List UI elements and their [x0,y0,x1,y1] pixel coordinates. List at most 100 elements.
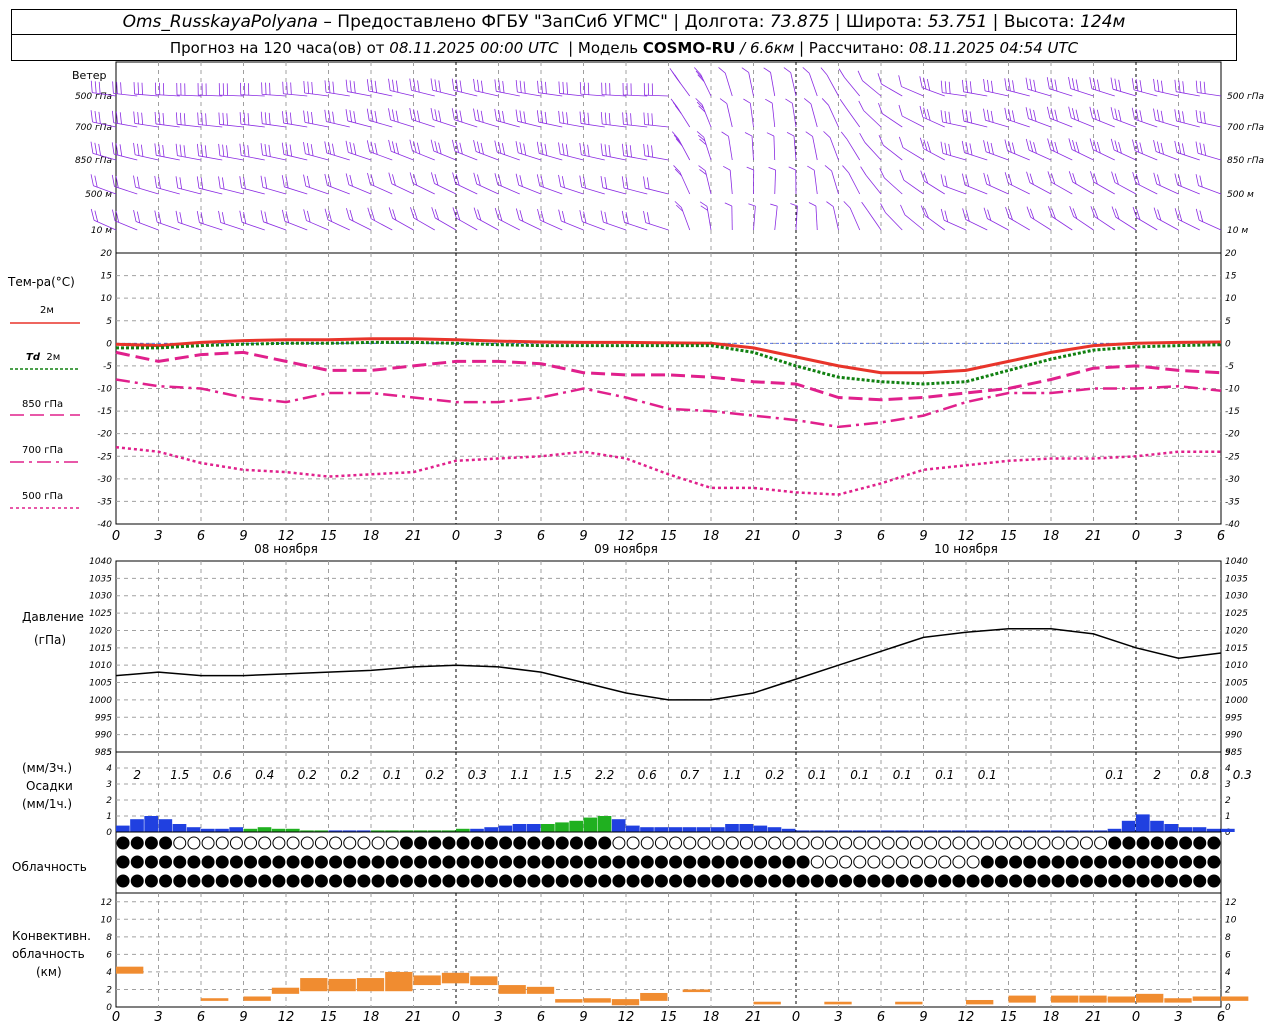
wind-barb [865,174,882,195]
wind-barb [284,186,308,195]
cloud-cover-mark [201,855,215,869]
cloud-cover-mark [272,836,286,850]
wind-barb-flag [558,174,562,187]
wind-barb-flag [674,201,682,208]
conv-cloud-bar [116,966,144,974]
cloud-cover-mark [215,855,229,869]
wind-barb-flag [455,79,459,92]
wind-barb [434,183,457,195]
cloud-cover-mark [839,836,853,850]
wind-barb-flag [324,109,327,122]
cloud-cover-mark [385,855,399,869]
wind-barb-flag [353,143,357,155]
wind-barb-flag [1174,140,1178,153]
precip-bar [654,827,668,832]
wind-barb-flag [1008,109,1012,121]
wind-barb [475,151,499,161]
wind-barb-flag [744,132,753,137]
x-tick-label: 6 [877,529,885,544]
cloud-cover-mark [1009,855,1023,869]
temp-panel-ytick-left: -25 [97,452,112,462]
temp-panel-ytick-right: 10 [1225,294,1237,304]
wind-barb-flag [328,175,332,187]
wind-barb-flag [1110,77,1114,90]
wind-barb-flag [898,104,903,117]
cloud-cover-mark [994,855,1008,869]
wind-barb-flag [353,81,356,94]
wind-barb-flag [494,173,499,185]
wind-barb-flag [366,108,370,121]
cloud-cover-mark [414,874,428,888]
wind-barb-flag [1011,142,1016,154]
wind-barb-flag [264,112,267,125]
bottom-x-tick-label: 3 [834,1010,842,1024]
wind-barb-flag [247,113,250,126]
wind-barb-flag [179,112,182,125]
temp-panel-ytick-right: -20 [1225,430,1240,440]
pressure-panel-ytick-right: 1015 [1225,644,1248,654]
wind-barb-flag [1136,208,1141,220]
pressure-panel-ytick-left: 985 [95,748,112,758]
wind-barb-flag [880,203,886,213]
precip-total-label: 0.4 [255,768,274,782]
wind-barb [793,136,797,161]
wind-barb-flag [1029,173,1034,185]
wind-barb-flag [579,210,583,222]
wind-barb-flag [1153,108,1156,121]
wind-barb-flag [349,209,354,222]
wind-barb [774,170,776,195]
wind-barb-flag [392,174,396,186]
wind-barb-flag [696,101,704,109]
cloud-cover-mark [1164,855,1178,869]
cloud-cover-mark [569,836,583,850]
wind-barb-flag [1199,142,1203,155]
wind-barb-flag [473,140,477,152]
cloud-cover-mark [144,874,158,888]
wind-barb-flag [565,144,569,157]
wind-barb-flag [307,81,310,94]
wind-barb-flag [1199,175,1203,188]
wind-barb-flag [1047,171,1052,183]
wind-barb-flag [944,110,947,123]
pressure-panel-ytick-left: 990 [95,731,112,741]
wind-barb-flag [600,112,603,125]
precip-bar [116,825,130,832]
wind-barb-flag [1051,208,1056,220]
wind-barb-flag [1096,79,1100,92]
conv-cloud-bar [824,1001,852,1005]
wind-barb-flag [675,204,684,212]
wind-barb-flag [579,142,582,155]
wind-barb-flag [413,174,418,186]
wind-barb-flag [306,143,310,155]
wind-barb-flag [370,174,375,186]
cloud-cover-mark [683,874,697,888]
wind-barb-flag [622,112,624,125]
wind-barb-flag [434,174,439,186]
wind-barb [540,219,563,231]
wind-barb [863,110,882,128]
wind-barb-flag [1069,205,1074,217]
wind-barb [849,207,861,231]
cloud-cover-mark [938,855,952,869]
precip-bar [1136,814,1150,832]
wind-barb [1134,118,1158,128]
wind-barb [867,209,882,231]
wind-barb-flag [604,144,607,157]
cloud-cover-mark [116,874,130,888]
wind-barb [884,177,903,195]
precip-total-label: 0.3 [1233,768,1252,782]
x-tick-label: 0 [792,529,800,544]
wind-barb [922,116,945,128]
x-tick-label: 12 [278,529,295,544]
wind-barb-flag [1178,80,1181,93]
cloud-cover-mark [159,874,173,888]
cloud-cover-mark [470,836,484,850]
wind-barb-flag [1068,106,1072,119]
temp-panel-ytick-right: -10 [1225,385,1240,395]
wind-barb [749,103,754,128]
wind-barb-flag [562,143,565,156]
calc-label: Рассчитано: [808,39,905,57]
wind-barb-flag [920,170,925,182]
precip-bar [895,830,909,832]
conv-panel-ytick-left: 10 [101,915,113,925]
